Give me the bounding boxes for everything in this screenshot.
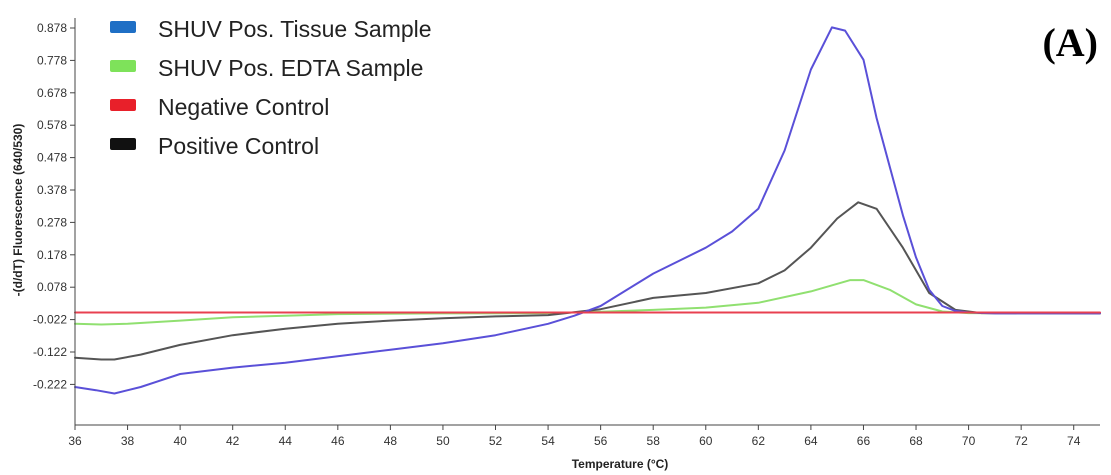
y-tick-label: 0.778 bbox=[37, 53, 67, 67]
y-tick-label: 0.278 bbox=[37, 215, 67, 229]
y-axis-title: -(d/dT) Fluorescence (640/530) bbox=[11, 124, 25, 297]
series-line-shuv-pos-edta-sample bbox=[74, 279, 1101, 326]
x-tick-label: 46 bbox=[331, 434, 345, 448]
series-line-positive-control bbox=[74, 201, 1101, 361]
y-tick-label: 0.078 bbox=[37, 280, 67, 294]
legend-swatch bbox=[110, 138, 136, 150]
x-tick-label: 64 bbox=[804, 434, 818, 448]
legend-label: Negative Control bbox=[158, 94, 329, 120]
series-layer bbox=[74, 26, 1101, 395]
x-axis-title: Temperature (°C) bbox=[572, 457, 669, 471]
x-tick-label: 62 bbox=[752, 434, 766, 448]
legend-swatch bbox=[110, 21, 136, 33]
x-tick-label: 40 bbox=[173, 434, 187, 448]
x-tick-label: 70 bbox=[962, 434, 976, 448]
x-tick-label: 42 bbox=[226, 434, 240, 448]
x-tick-label: 74 bbox=[1067, 434, 1081, 448]
x-tick-label: 50 bbox=[436, 434, 450, 448]
legend-swatch bbox=[110, 60, 136, 72]
y-tick-label: -0.122 bbox=[33, 345, 67, 359]
x-tick-label: 60 bbox=[699, 434, 713, 448]
x-tick-label: 56 bbox=[594, 434, 608, 448]
y-tick-label: 0.578 bbox=[37, 118, 67, 132]
x-tick-label: 58 bbox=[647, 434, 661, 448]
x-tick-label: 48 bbox=[384, 434, 398, 448]
legend-label: SHUV Pos. EDTA Sample bbox=[158, 55, 423, 81]
x-tick-label: 72 bbox=[1014, 434, 1028, 448]
legend-label: Positive Control bbox=[158, 133, 319, 159]
axes-layer: -0.222 -0.122 -0.022 0.078 0.178 0.278 0.378 0.… bbox=[33, 18, 1100, 448]
legend-swatch bbox=[110, 99, 136, 111]
x-tick-label: 44 bbox=[279, 434, 293, 448]
x-tick-label: 66 bbox=[857, 434, 871, 448]
y-tick-label: 0.378 bbox=[37, 183, 67, 197]
y-tick-label: 0.478 bbox=[37, 151, 67, 165]
x-tick-label: 68 bbox=[909, 434, 923, 448]
x-tick-label: 54 bbox=[541, 434, 555, 448]
y-tick-label: 0.178 bbox=[37, 248, 67, 262]
y-tick-label: 0.678 bbox=[37, 86, 67, 100]
y-tick-label: -0.222 bbox=[33, 377, 67, 391]
x-tick-label: 38 bbox=[121, 434, 135, 448]
plot-area bbox=[75, 18, 1100, 425]
legend: SHUV Pos. Tissue Sample SHUV Pos. EDTA Sa… bbox=[110, 16, 432, 159]
x-tick-label: 36 bbox=[68, 434, 82, 448]
x-tick-label: 52 bbox=[489, 434, 503, 448]
legend-label: SHUV Pos. Tissue Sample bbox=[158, 16, 432, 42]
y-tick-label: 0.878 bbox=[37, 21, 67, 35]
y-tick-label: -0.022 bbox=[33, 313, 67, 327]
panel-label: (A) bbox=[1042, 20, 1098, 65]
series-line-shuv-pos-tissue-sample bbox=[74, 26, 1101, 395]
plot-background bbox=[75, 18, 1100, 425]
